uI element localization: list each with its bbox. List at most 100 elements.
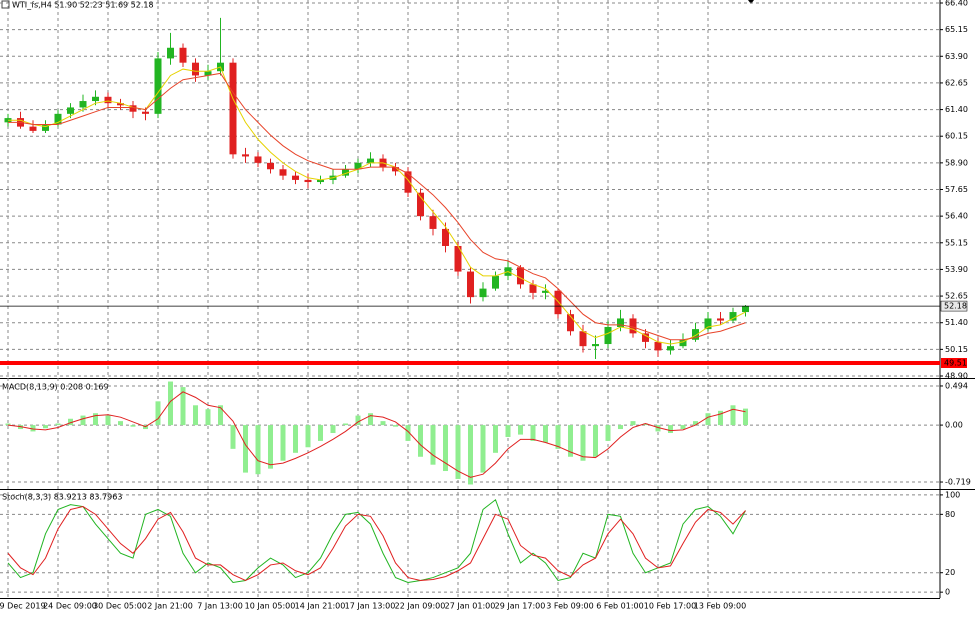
macd-bar [580,425,586,461]
level-tag-label: 49.51 [944,358,967,367]
candle-body [679,339,687,347]
x-tick-label: 10 Feb 17:00 [644,602,696,611]
macd-bar [455,425,461,479]
candle-body [654,341,662,351]
candle-body [579,331,587,347]
candle-body [367,158,374,163]
candle-body [442,228,449,246]
x-tick-label: 30 Dec 05:00 [93,602,147,611]
macd-bar [93,413,98,426]
x-tick-label: 7 Jan 13:00 [197,602,243,611]
macd-bar [5,423,11,426]
macd-bar [368,413,373,426]
candle-body [254,156,262,163]
candle-body [192,62,199,76]
candle-body [154,58,162,114]
moving-average [8,72,746,341]
candle-body [454,245,462,272]
candle-body [392,167,399,172]
candle-body [517,267,524,285]
price-tag-label: 52.18 [944,302,967,311]
candle-body [67,107,74,114]
candle-body [317,179,324,183]
macd-bar [380,421,386,426]
y-tick-label: 58.90 [945,158,968,167]
macd-bar [80,415,86,426]
candle-body [467,271,474,298]
macd-bar [255,425,261,475]
level-tag [941,357,967,368]
candle-body [29,126,37,131]
macd-bar [418,425,423,457]
x-tick-label: 19 Dec 2019 [0,602,46,611]
macd-bar [55,423,61,426]
candle-body [104,96,112,104]
macd-bar [180,387,186,426]
y-tick-label: 52.65 [945,292,968,301]
stoch-title: Stoch(8,3,3) 83.9213 83.7963 [2,493,122,502]
macd-title: MACD(8,13,9) 0.208 0.169 [2,383,109,392]
y-tick-label: 0 [945,588,950,597]
macd-bar [443,425,448,472]
macd-bar [505,425,511,437]
macd-bar [318,425,323,441]
macd-bar [243,425,248,473]
candle-body [117,103,124,106]
y-tick-label: 62.65 [945,78,968,87]
macd-bar [730,405,736,426]
candle-body [42,124,49,131]
candle-body [79,101,87,108]
macd-bar [655,425,661,432]
macd-bar [493,425,498,453]
stoch-line [7,506,746,582]
macd-bar [543,425,548,443]
candle-body [404,171,412,193]
macd-bar [405,425,411,441]
candle-body [54,113,62,125]
candle-body [429,216,437,229]
candle-body [417,192,424,217]
macd-bar [630,421,636,426]
macd-signal [7,391,746,478]
candle-body [142,111,149,114]
macd-bar [355,415,361,426]
candle-body [267,162,274,170]
macd-bar [30,425,36,432]
candle-body [279,169,287,176]
macd-bar [130,425,136,427]
candle-body [167,47,174,59]
candle-body [729,312,737,321]
candle-body [592,344,599,347]
candle-body [242,154,249,157]
macd-bar [343,423,348,426]
candle-body [129,105,137,112]
candle-body [92,96,99,102]
y-tick-label: 0.494 [945,381,968,390]
candle-body [542,290,549,293]
y-tick-label: -0.719 [945,478,971,487]
x-tick-label: 6 Feb 01:00 [596,602,643,611]
shift-marker [748,0,754,4]
macd-bar [593,425,598,457]
price-tag [940,300,968,312]
macd-bar [280,425,286,461]
candle-body [304,179,312,183]
macd-bar [268,425,273,469]
macd-bar [205,409,211,426]
candle-body [554,290,562,315]
macd-bar [480,425,486,473]
macd-bar [68,418,73,426]
y-tick-label: 20 [945,568,955,577]
macd-bar [230,425,236,449]
macd-bar [330,425,336,434]
candle-body [292,175,299,180]
macd-bar [693,421,698,426]
y-tick-label: 48.90 [945,372,968,381]
x-tick-label: 22 Jan 09:00 [395,602,446,611]
y-tick-label: 63.90 [945,52,968,61]
y-tick-label: 61.40 [945,105,968,114]
y-tick-label: 50.15 [945,345,968,354]
candle-body [717,318,724,321]
macd-bar [618,425,623,430]
